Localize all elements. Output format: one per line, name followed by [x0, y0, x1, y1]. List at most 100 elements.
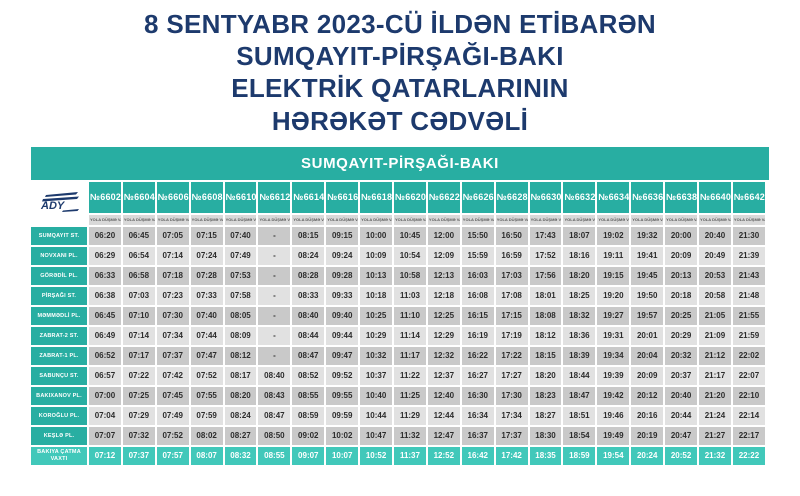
- time-cell: 18:30: [529, 426, 562, 445]
- time-cell: 18:08: [529, 306, 562, 325]
- time-cell: -: [258, 286, 291, 305]
- time-cell: 07:42: [156, 366, 189, 385]
- arrival-time-cell: 16:42: [461, 446, 494, 465]
- time-cell: 07:32: [122, 426, 155, 445]
- station-row: SABUNÇU ST. 06:57 07:22 07:42 07:52 08:17 08:4…: [31, 366, 765, 385]
- time-cell: 20:29: [665, 326, 698, 345]
- time-cell: 06:57: [89, 366, 121, 385]
- time-cell: 10:47: [360, 426, 393, 445]
- time-cell: 16:34: [461, 406, 494, 425]
- time-cell: 07:30: [156, 306, 189, 325]
- arrival-time-cell: 22:22: [732, 446, 765, 465]
- time-cell: 08:17: [224, 366, 257, 385]
- station-name-cell: GÖRƏDİL PL.: [31, 266, 87, 285]
- time-cell: 20:12: [631, 386, 664, 405]
- time-cell: 07:44: [190, 326, 223, 345]
- station-name-cell: ZABRAT-2 ST.: [31, 326, 87, 345]
- title-line-2: SUMQAYIT-PİRŞAĞI-BAKI: [236, 41, 564, 72]
- time-cell: 21:43: [732, 266, 765, 285]
- title-line-1: 8 SENTYABR 2023-CÜ İLDƏN ETİBARƏN: [144, 9, 656, 39]
- train-number-cell: №6636: [631, 181, 664, 213]
- time-cell: 09:02: [292, 426, 325, 445]
- time-cell: 12:25: [427, 306, 460, 325]
- time-cell: 08:44: [292, 326, 325, 345]
- time-cell: 06:45: [89, 306, 121, 325]
- arrival-time-cell: 09:07: [292, 446, 325, 465]
- time-cell: 07:05: [156, 226, 189, 245]
- page-title: 8 SENTYABR 2023-CÜ İLDƏN ETİBARƏN SUMQAY…: [0, 8, 800, 137]
- departure-label-cell: YOLA DÜŞMƏ VAXTI: [495, 214, 528, 225]
- time-cell: 12:32: [427, 346, 460, 365]
- time-cell: 21:27: [699, 426, 731, 445]
- time-cell: 09:15: [326, 226, 359, 245]
- time-cell: 07:53: [224, 266, 257, 285]
- train-number-cell: №6620: [394, 181, 426, 213]
- time-cell: 08:52: [292, 366, 325, 385]
- arrival-row: BAKIYA ÇATMA VAXTI 07:12 07:37 07:57 08:07 08…: [31, 446, 765, 465]
- train-number-cell: №6642: [732, 181, 765, 213]
- time-cell: 18:27: [529, 406, 562, 425]
- time-cell: 07:49: [224, 246, 257, 265]
- departure-label-cell: YOLA DÜŞMƏ VAXTI: [190, 214, 223, 225]
- departure-label-cell: YOLA DÜŞMƏ VAXTI: [732, 214, 765, 225]
- time-cell: 10:40: [360, 386, 393, 405]
- time-cell: 09:40: [326, 306, 359, 325]
- time-cell: 20:47: [665, 426, 698, 445]
- departure-label-cell: YOLA DÜŞMƏ VAXTI: [89, 214, 121, 225]
- time-cell: 17:27: [495, 366, 528, 385]
- train-number-cell: №6612: [258, 181, 291, 213]
- time-cell: 07:40: [224, 226, 257, 245]
- time-cell: 18:20: [563, 266, 596, 285]
- time-cell: 17:52: [529, 246, 562, 265]
- time-cell: 06:33: [89, 266, 121, 285]
- time-cell: 19:41: [631, 246, 664, 265]
- arrival-time-cell: 21:32: [699, 446, 731, 465]
- time-cell: 20:09: [665, 246, 698, 265]
- time-cell: 08:27: [224, 426, 257, 445]
- time-cell: 16:27: [461, 366, 494, 385]
- time-cell: 18:39: [563, 346, 596, 365]
- time-cell: 19:34: [597, 346, 630, 365]
- time-cell: 12:44: [427, 406, 460, 425]
- time-cell: 12:09: [427, 246, 460, 265]
- svg-text:ADY: ADY: [40, 200, 66, 212]
- time-cell: 07:29: [122, 406, 155, 425]
- arrival-label-cell: BAKIYA ÇATMA VAXTI: [31, 446, 87, 465]
- time-cell: 21:17: [699, 366, 731, 385]
- time-cell: 07:52: [156, 426, 189, 445]
- title-line-4: HƏRƏKƏT CƏDVƏLİ: [271, 105, 529, 136]
- time-cell: 10:18: [360, 286, 393, 305]
- train-number-cell: №6610: [224, 181, 257, 213]
- departure-label-cell: YOLA DÜŞMƏ VAXTI: [224, 214, 257, 225]
- departure-label-cell: YOLA DÜŞMƏ VAXTI: [461, 214, 494, 225]
- time-cell: 19:49: [597, 426, 630, 445]
- time-cell: 08:20: [224, 386, 257, 405]
- departure-label-row: YOLA DÜŞMƏ VAXTIYOLA DÜŞMƏ VAXTIYOLA DÜŞ…: [31, 214, 765, 225]
- time-cell: 08:12: [224, 346, 257, 365]
- time-cell: 15:50: [461, 226, 494, 245]
- train-number-cell: №6628: [495, 181, 528, 213]
- station-row: ZABRAT-2 ST. 06:49 07:14 07:34 07:44 08:09-08…: [31, 326, 765, 345]
- time-cell: 21:30: [732, 226, 765, 245]
- time-cell: 17:56: [529, 266, 562, 285]
- time-cell: 22:07: [732, 366, 765, 385]
- time-cell: -: [258, 326, 291, 345]
- train-number-cell: №6616: [326, 181, 359, 213]
- time-cell: 08:47: [258, 406, 291, 425]
- time-cell: 06:29: [89, 246, 121, 265]
- time-cell: 07:23: [156, 286, 189, 305]
- time-cell: 08:28: [292, 266, 325, 285]
- time-cell: 16:50: [495, 226, 528, 245]
- station-name-cell: KEŞLƏ PL.: [31, 426, 87, 445]
- time-cell: 07:24: [190, 246, 223, 265]
- time-cell: 08:24: [292, 246, 325, 265]
- arrival-time-cell: 20:24: [631, 446, 664, 465]
- time-cell: 06:49: [89, 326, 121, 345]
- ady-logo-icon: ADY: [40, 191, 79, 212]
- time-cell: 07:33: [190, 286, 223, 305]
- departure-label-cell: YOLA DÜŞMƏ VAXTI: [529, 214, 562, 225]
- time-cell: 19:46: [597, 406, 630, 425]
- station-name-cell: SUMQAYIT ST.: [31, 226, 87, 245]
- time-cell: 16:22: [461, 346, 494, 365]
- time-cell: 20:19: [631, 426, 664, 445]
